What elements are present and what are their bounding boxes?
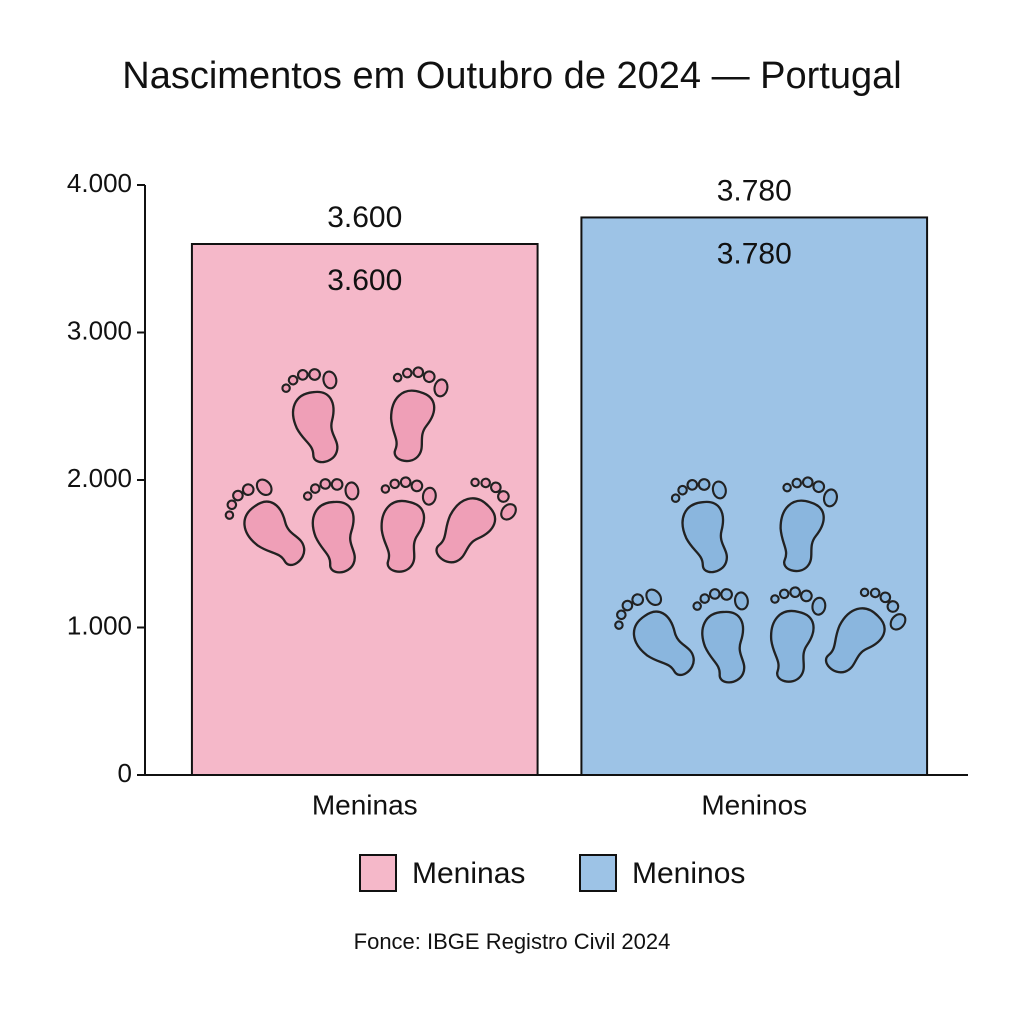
chart-title: Nascimentos em Outubro de 2024 — Portuga… xyxy=(122,55,901,97)
y-tick-label: 4.000 xyxy=(67,168,132,198)
value-label: 3.600 xyxy=(327,201,402,234)
value-label-inside: 3.780 xyxy=(717,237,792,270)
legend-swatch xyxy=(359,854,397,892)
legend-label: Meninos xyxy=(632,857,745,890)
value-label: 3.780 xyxy=(717,174,792,207)
y-tick-label: 2.000 xyxy=(67,463,132,493)
x-tick-label: Meninas xyxy=(312,789,418,820)
legend-label: Meninas xyxy=(412,857,525,890)
legend-swatch xyxy=(579,854,617,892)
value-label-inside: 3.600 xyxy=(327,264,402,297)
bar xyxy=(580,216,929,776)
y-tick-label: 0 xyxy=(118,758,132,788)
source-note: Fonce: IBGE Registro Civil 2024 xyxy=(354,929,671,954)
x-tick-label: Meninos xyxy=(701,789,807,820)
y-tick-label: 1.000 xyxy=(67,610,132,640)
y-tick-label: 3.000 xyxy=(67,315,132,345)
